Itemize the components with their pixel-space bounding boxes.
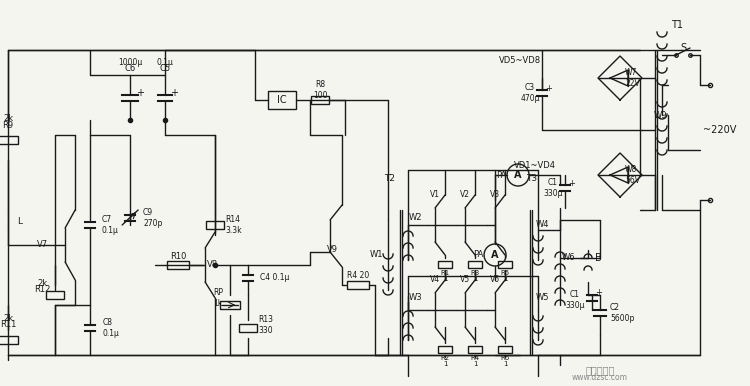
Text: C8
0.1μ: C8 0.1μ <box>102 318 119 338</box>
Text: B: B <box>595 253 602 263</box>
Text: W1: W1 <box>370 251 383 259</box>
Text: C9
270p: C9 270p <box>143 208 163 228</box>
Text: V6: V6 <box>490 276 500 284</box>
Text: V5: V5 <box>460 276 470 284</box>
Text: R1: R1 <box>440 270 450 276</box>
Text: 2k: 2k <box>3 113 13 122</box>
Text: ~220V: ~220V <box>704 125 736 135</box>
Text: 1: 1 <box>472 361 477 367</box>
Text: V8: V8 <box>207 261 218 269</box>
Text: A: A <box>491 250 499 260</box>
Text: C1
330μ: C1 330μ <box>566 290 585 310</box>
Bar <box>468 347 482 354</box>
Text: R4: R4 <box>470 355 479 361</box>
Text: 0.1μ: 0.1μ <box>157 58 173 66</box>
Text: www.dzsc.com: www.dzsc.com <box>572 374 628 383</box>
Text: 1000μ: 1000μ <box>118 58 142 66</box>
Text: R2: R2 <box>440 355 449 361</box>
Bar <box>167 261 189 269</box>
Text: 1: 1 <box>503 361 507 367</box>
Text: RP
1k: RP 1k <box>213 288 223 308</box>
Text: 1: 1 <box>442 361 447 367</box>
Text: 2k: 2k <box>3 315 13 323</box>
Bar <box>0 136 18 144</box>
Bar <box>206 221 224 229</box>
Text: R10: R10 <box>170 252 186 261</box>
Bar <box>468 261 482 269</box>
Text: L: L <box>16 217 22 227</box>
Text: 2k: 2k <box>37 279 47 288</box>
Text: R9: R9 <box>2 120 14 130</box>
Text: V1: V1 <box>430 191 440 200</box>
Text: W6: W6 <box>561 254 574 262</box>
Text: PA: PA <box>496 171 506 179</box>
Bar <box>347 281 369 289</box>
Text: W2: W2 <box>408 213 422 222</box>
Text: C7
0.1μ: C7 0.1μ <box>101 215 118 235</box>
Bar <box>239 324 257 332</box>
Text: 1: 1 <box>503 276 507 282</box>
Text: W4: W4 <box>536 220 549 230</box>
Text: PA: PA <box>472 251 483 259</box>
Text: +: + <box>596 288 602 298</box>
Text: V3: V3 <box>490 191 500 200</box>
Text: W3: W3 <box>408 293 422 303</box>
Text: V4: V4 <box>430 276 440 284</box>
Text: R13
330: R13 330 <box>258 315 273 335</box>
Text: +: + <box>136 88 144 98</box>
Text: V7: V7 <box>37 240 48 249</box>
Text: V9: V9 <box>326 245 338 254</box>
Text: A: A <box>514 170 522 180</box>
Text: C3
470μ: C3 470μ <box>520 83 540 103</box>
Bar <box>0 336 18 344</box>
Text: R6: R6 <box>500 355 510 361</box>
Bar <box>498 261 512 269</box>
Text: V2: V2 <box>460 191 470 200</box>
Text: 1: 1 <box>442 276 447 282</box>
Bar <box>220 301 240 309</box>
Text: W7
22V: W7 22V <box>625 68 640 88</box>
Text: C4 0.1μ: C4 0.1μ <box>260 274 290 283</box>
Text: T2: T2 <box>385 173 395 183</box>
Text: R8
100: R8 100 <box>313 80 327 100</box>
Text: +: + <box>170 88 178 98</box>
Text: R12: R12 <box>34 286 50 295</box>
Bar <box>438 261 452 269</box>
Text: C2
5600p: C2 5600p <box>610 303 634 323</box>
Text: W9: W9 <box>653 110 667 120</box>
Bar <box>268 91 296 109</box>
Bar <box>46 291 64 299</box>
Text: W5: W5 <box>536 293 549 303</box>
Text: T1: T1 <box>671 20 683 30</box>
Text: 维库一卡网: 维库一卡网 <box>585 365 615 375</box>
Text: R3: R3 <box>470 270 480 276</box>
Bar <box>498 347 512 354</box>
Text: R14
3.3k: R14 3.3k <box>225 215 242 235</box>
Text: IC: IC <box>278 95 287 105</box>
Bar <box>438 347 452 354</box>
Text: T3: T3 <box>526 173 538 183</box>
Text: VD5~VD8: VD5~VD8 <box>499 56 541 64</box>
Text: 1: 1 <box>472 276 477 282</box>
Text: W8
56V: W8 56V <box>625 165 640 185</box>
Text: R11: R11 <box>0 320 16 330</box>
Text: R4 20: R4 20 <box>347 271 369 281</box>
Text: VD1~VD4: VD1~VD4 <box>514 161 556 169</box>
Text: +: + <box>568 178 575 188</box>
Text: C6: C6 <box>124 64 136 73</box>
Text: R5: R5 <box>500 270 509 276</box>
Text: C1
330μ: C1 330μ <box>543 178 562 198</box>
Text: S: S <box>680 43 686 53</box>
Text: +: + <box>545 83 553 93</box>
Bar <box>311 96 329 104</box>
Text: C5: C5 <box>160 64 171 73</box>
